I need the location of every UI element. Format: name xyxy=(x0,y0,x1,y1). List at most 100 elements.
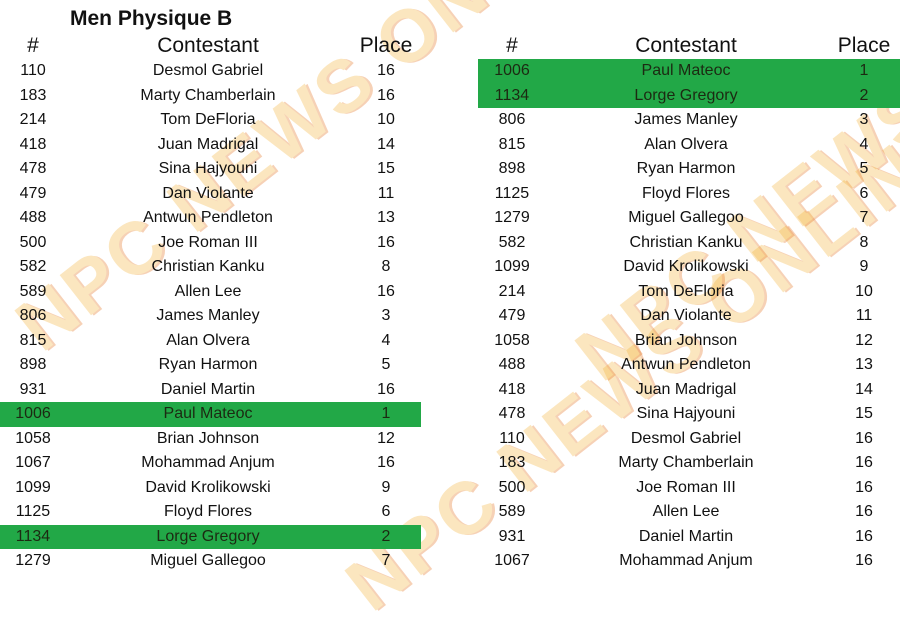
table-row: 1058 Brian Johnson 12 xyxy=(0,427,421,452)
contestant-name: Brian Johnson xyxy=(634,331,738,349)
table-row: 1006 Paul Mateoc 1 xyxy=(478,59,900,84)
table-row: 1134 Lorge Gregory 2 xyxy=(0,524,421,549)
contestant-name: Alan Olvera xyxy=(644,135,728,153)
contestant-number: 582 xyxy=(498,233,526,251)
contestant-name: Tom DeFloria xyxy=(160,111,256,128)
contestant-number: 500 xyxy=(19,233,47,251)
contestant-name: Miguel Gallegoo xyxy=(628,209,744,226)
contestant-place: 7 xyxy=(859,209,869,226)
contestant-name: Floyd Flores xyxy=(163,503,253,520)
contestant-name: Daniel Martin xyxy=(160,380,256,398)
contestant-place: 8 xyxy=(381,258,391,275)
table-row: 1099 David Krolikowski 9 xyxy=(478,255,900,280)
contestant-place: 16 xyxy=(855,552,873,569)
contestant-name: James Manley xyxy=(634,111,738,128)
contestant-number: 418 xyxy=(19,135,47,153)
contestant-name: Desmol Gabriel xyxy=(630,429,742,447)
contestant-place: 16 xyxy=(377,282,395,300)
contestant-name: Allen Lee xyxy=(652,503,720,520)
contestant-place: 16 xyxy=(855,429,873,447)
results-table-by-place: # Contestant Place 1006 Paul Mateoc 1 1134 L… xyxy=(478,32,900,574)
table-row: 110 Desmol Gabriel 16 xyxy=(0,59,421,84)
table-row: 589 Allen Lee 16 xyxy=(478,500,900,525)
contestant-name: Sina Hajyouni xyxy=(158,160,258,177)
contestant-number: 931 xyxy=(19,380,47,398)
contestant-place: 10 xyxy=(855,282,873,300)
contestant-name: Miguel Gallegoo xyxy=(150,552,266,569)
contestant-place: 15 xyxy=(855,405,873,422)
contestant-number: 1006 xyxy=(494,62,530,79)
contestant-place: 16 xyxy=(377,62,395,79)
contestant-name: Paul Mateoc xyxy=(163,405,253,422)
contestant-place: 16 xyxy=(377,380,395,398)
contestant-number: 1058 xyxy=(15,429,51,447)
table-row: 582 Christian Kanku 8 xyxy=(478,231,900,256)
contestant-number: 815 xyxy=(19,331,47,349)
table-row: 582 Christian Kanku 8 xyxy=(0,255,421,280)
contestant-number: 214 xyxy=(19,111,47,128)
contestant-number: 806 xyxy=(19,307,47,324)
contestant-name: Tom DeFloria xyxy=(638,282,734,300)
contestant-place: 5 xyxy=(381,356,391,373)
table-row: 479 Dan Violante 11 xyxy=(478,304,900,329)
contestant-number: 931 xyxy=(498,527,526,545)
contestant-place: 16 xyxy=(377,233,395,251)
contestant-place: 12 xyxy=(855,331,873,349)
contestant-place: 8 xyxy=(859,233,869,251)
contestant-name: David Krolikowski xyxy=(145,478,271,496)
contestant-number: 1134 xyxy=(494,86,530,104)
table-row: 1067 Mohammad Anjum 16 xyxy=(0,451,421,476)
table-row: 1134 Lorge Gregory 2 xyxy=(478,83,900,108)
contestant-name: Paul Mateoc xyxy=(641,62,731,79)
contestant-place: 7 xyxy=(381,552,391,569)
table-row: 418 Juan Madrigal 14 xyxy=(478,378,900,403)
contestant-name: Joe Roman III xyxy=(158,233,258,251)
contestant-place: 13 xyxy=(855,356,873,373)
table-header: # Contestant Place xyxy=(478,32,900,59)
table-row: 1125 Floyd Flores 6 xyxy=(478,182,900,207)
table-row: 500 Joe Roman III 16 xyxy=(478,476,900,501)
contestant-number: 898 xyxy=(19,356,47,373)
contestant-name: Marty Chamberlain xyxy=(140,86,276,104)
contestant-name: Allen Lee xyxy=(174,282,242,300)
contestant-place: 11 xyxy=(377,184,395,202)
contestant-number: 1279 xyxy=(494,209,530,226)
table-row: 478 Sina Hajyouni 15 xyxy=(478,402,900,427)
contestant-name: David Krolikowski xyxy=(623,258,749,275)
header-contestant: Contestant xyxy=(635,34,737,57)
contestant-name: Antwun Pendleton xyxy=(143,209,273,226)
contestant-place: 1 xyxy=(381,405,391,422)
contestant-number: 1058 xyxy=(494,331,530,349)
table-row: 806 James Manley 3 xyxy=(0,304,421,329)
table-header: # Contestant Place xyxy=(0,32,421,59)
contestant-place: 15 xyxy=(377,160,395,177)
contestant-name: Christian Kanku xyxy=(151,258,265,275)
page-title: Men Physique B xyxy=(70,7,233,30)
contestant-name: Sina Hajyouni xyxy=(636,405,736,422)
contestant-number: 1279 xyxy=(15,552,51,569)
table-row: 488 Antwun Pendleton 13 xyxy=(478,353,900,378)
contestant-name: Juan Madrigal xyxy=(635,380,737,398)
contestant-place: 3 xyxy=(381,307,391,324)
contestant-name: Alan Olvera xyxy=(166,331,250,349)
contestant-place: 6 xyxy=(859,184,869,202)
contestant-name: James Manley xyxy=(156,307,260,324)
contestant-name: Mohammad Anjum xyxy=(619,552,753,569)
table-row: 479 Dan Violante 11 xyxy=(0,182,421,207)
contestant-place: 2 xyxy=(381,527,391,545)
table-row: 1006 Paul Mateoc 1 xyxy=(0,402,421,427)
table-row: 1125 Floyd Flores 6 xyxy=(0,500,421,525)
contestant-number: 478 xyxy=(498,405,526,422)
contestant-place: 9 xyxy=(859,258,869,275)
contestant-name: Juan Madrigal xyxy=(157,135,259,153)
contestant-name: Joe Roman III xyxy=(636,478,736,496)
contestant-number: 488 xyxy=(498,356,526,373)
contestant-number: 1099 xyxy=(15,478,51,496)
table-row: 488 Antwun Pendleton 13 xyxy=(0,206,421,231)
contestant-place: 12 xyxy=(377,429,395,447)
contestant-place: 16 xyxy=(855,454,873,471)
contestant-name: Marty Chamberlain xyxy=(618,454,754,471)
contestant-name: Mohammad Anjum xyxy=(141,454,275,471)
table-row: 931 Daniel Martin 16 xyxy=(478,525,900,550)
contestant-name: Desmol Gabriel xyxy=(152,62,264,79)
